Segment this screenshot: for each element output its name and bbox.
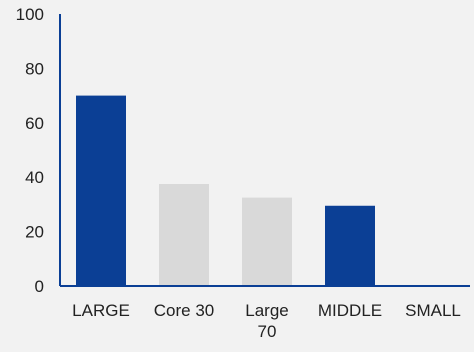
x-tick-label-line: LARGE — [72, 301, 130, 320]
x-tick-label-line: Large — [245, 301, 288, 320]
bar — [159, 184, 209, 286]
y-tick-label: 60 — [25, 114, 44, 133]
x-tick-label: Large 70 — [245, 301, 288, 341]
bars-group — [76, 95, 375, 286]
bar — [76, 95, 126, 286]
y-tick-label: 80 — [25, 59, 44, 78]
x-tick-label: MIDDLE — [318, 301, 382, 320]
y-tick-label: 40 — [25, 168, 44, 187]
bar — [325, 205, 375, 286]
y-axis-tick-labels: 0 20 40 60 80 100 — [16, 5, 44, 296]
y-tick-label: 20 — [25, 223, 44, 242]
y-tick-label: 100 — [16, 5, 44, 24]
x-tick-label-line: 70 — [258, 322, 277, 341]
bar — [242, 197, 292, 286]
x-tick-label: LARGE — [72, 301, 130, 320]
x-tick-label-line: Core 30 — [154, 301, 214, 320]
y-tick-label: 0 — [35, 277, 44, 296]
x-axis-tick-labels: LARGE Core 30 Large 70 MIDDLE SMALL — [72, 301, 461, 341]
x-tick-label: SMALL — [405, 301, 461, 320]
x-tick-label-line: SMALL — [405, 301, 461, 320]
x-tick-label-line: MIDDLE — [318, 301, 382, 320]
x-tick-label: Core 30 — [154, 301, 214, 320]
